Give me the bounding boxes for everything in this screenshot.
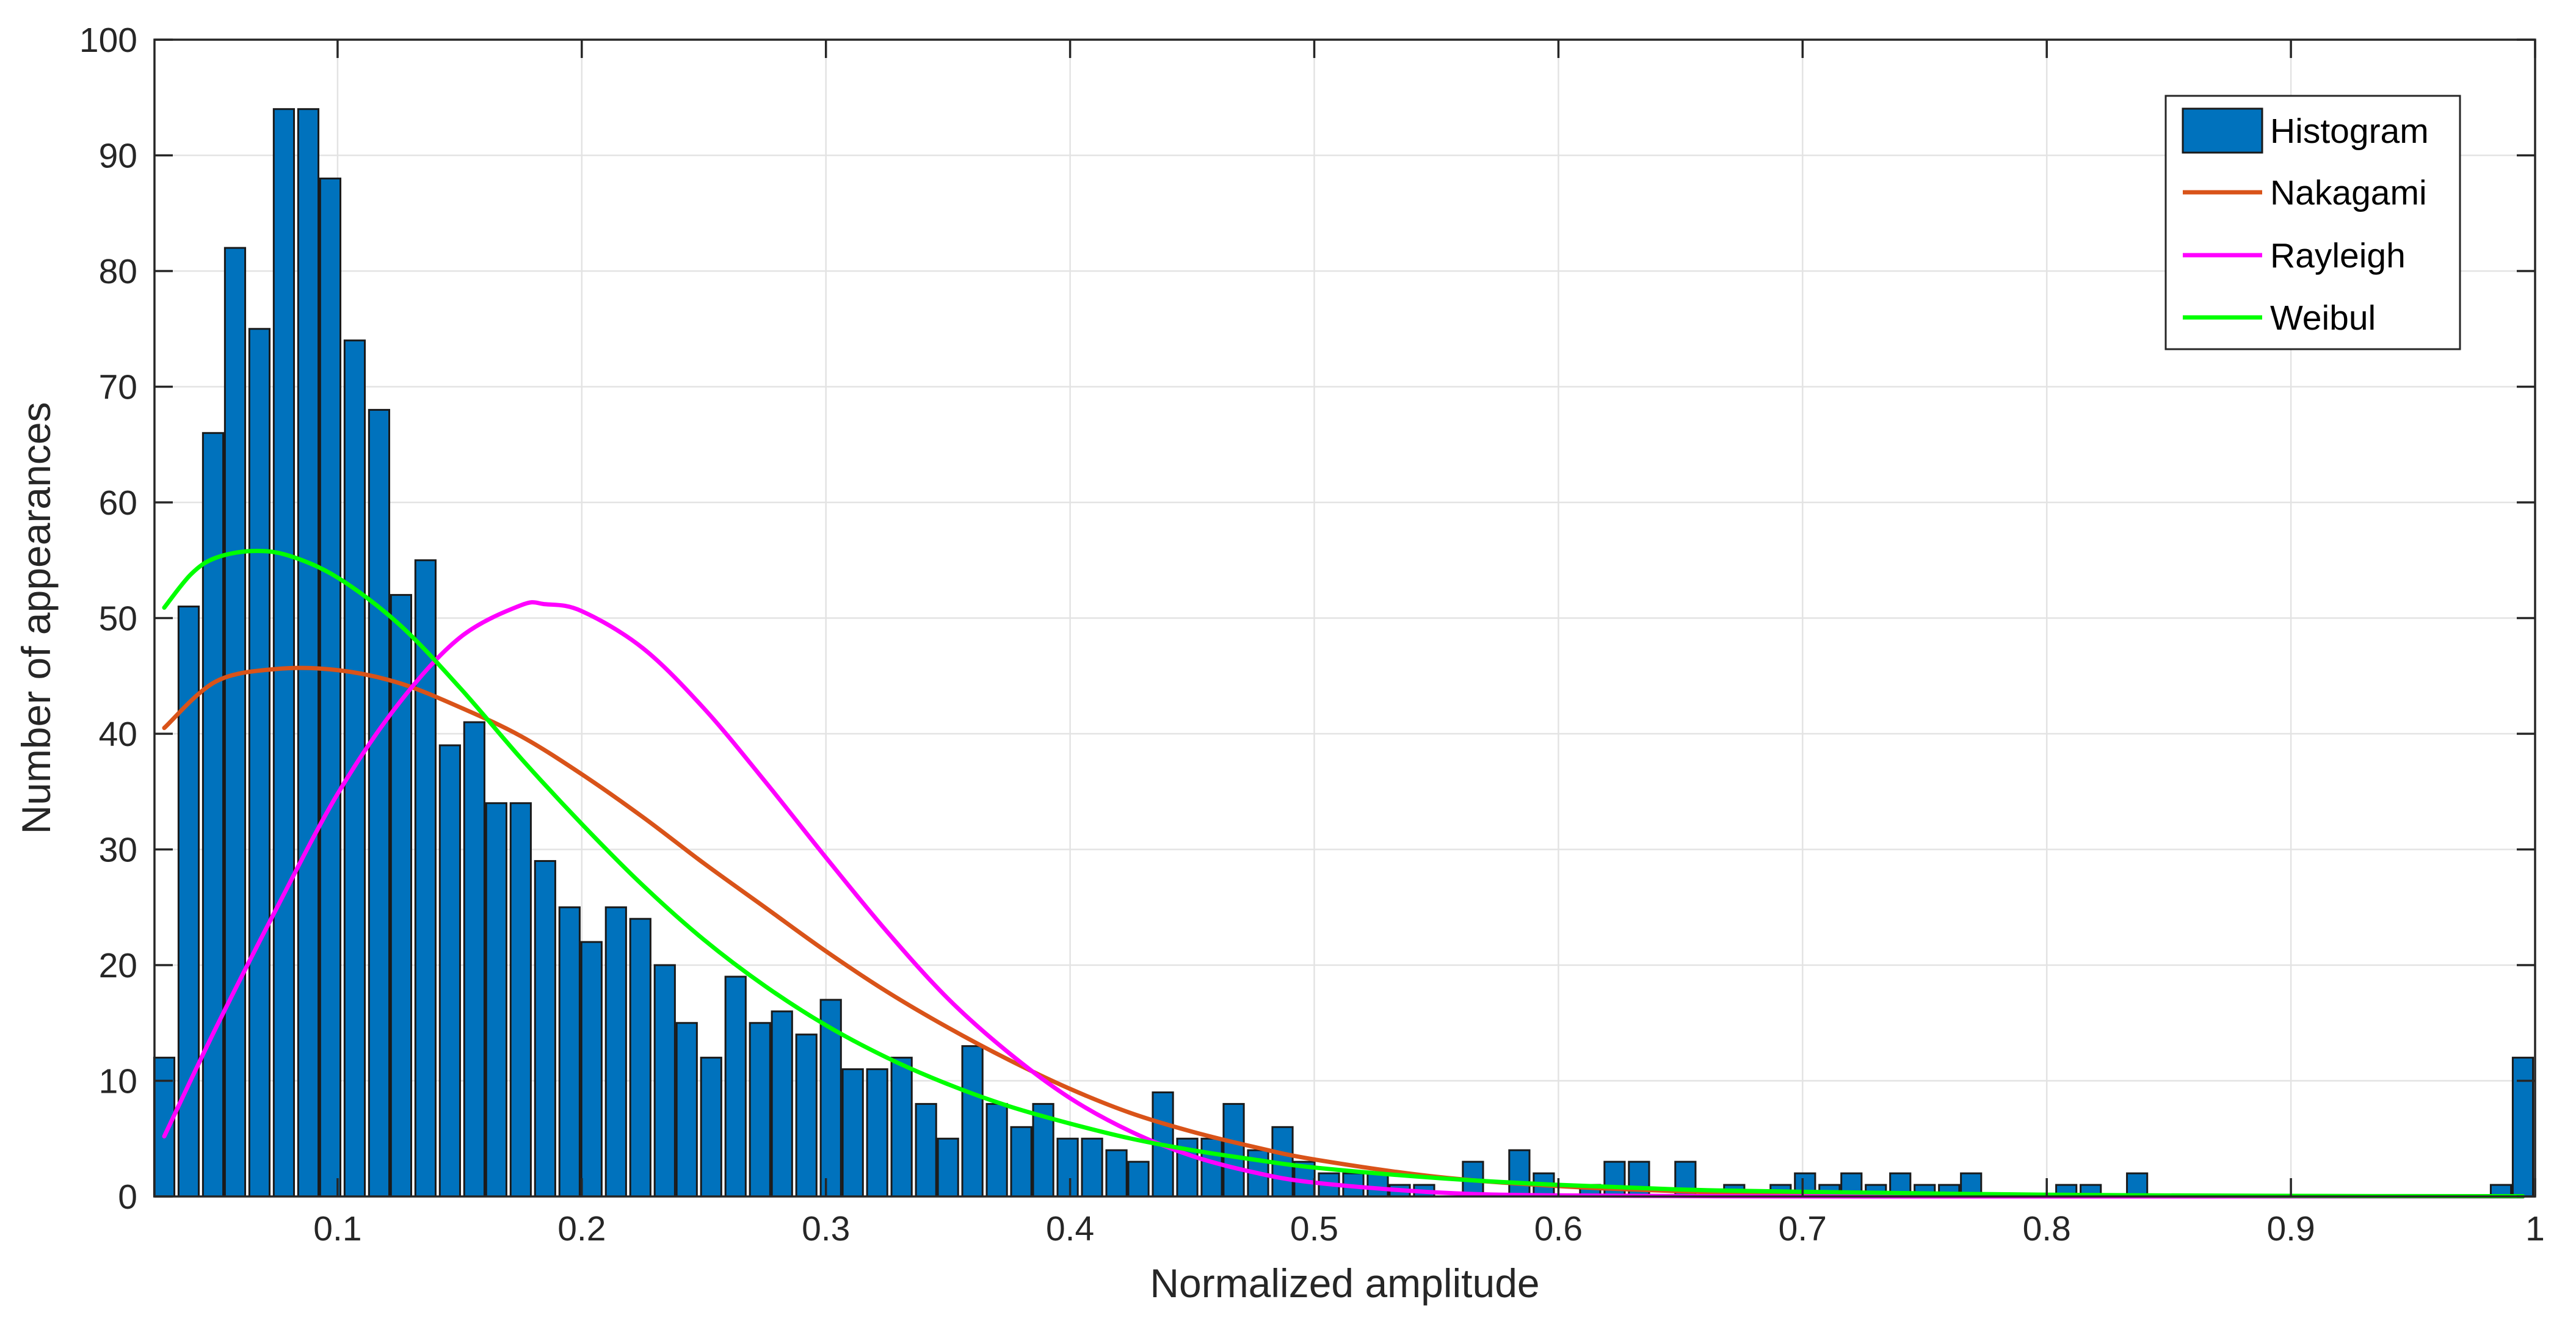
histogram-bar bbox=[937, 1137, 959, 1198]
legend-histogram-label: Histogram bbox=[2270, 112, 2429, 151]
histogram-bar bbox=[653, 964, 676, 1198]
x-tick-label: 0.2 bbox=[557, 1209, 606, 1248]
legend-weibul-label: Weibul bbox=[2270, 299, 2376, 338]
histogram-bar bbox=[1127, 1160, 1150, 1198]
histogram-bar bbox=[1222, 1102, 1245, 1198]
y-tick-label: 60 bbox=[99, 483, 137, 523]
y-tick-label: 90 bbox=[99, 137, 137, 176]
histogram-bar bbox=[961, 1045, 984, 1198]
histogram-bar bbox=[1105, 1149, 1128, 1198]
histogram-bar bbox=[749, 1022, 771, 1198]
histogram-bar bbox=[297, 108, 320, 1198]
y-tick-label: 0 bbox=[118, 1178, 137, 1217]
y-tick-label: 30 bbox=[99, 831, 137, 870]
histogram-bar bbox=[724, 975, 747, 1198]
histogram-bar bbox=[1081, 1137, 1103, 1198]
y-tick-label: 40 bbox=[99, 715, 137, 754]
histogram-bar bbox=[1010, 1126, 1032, 1198]
histogram-bar bbox=[534, 860, 556, 1198]
histogram-bar bbox=[509, 802, 532, 1198]
histogram-bar bbox=[485, 802, 507, 1198]
histogram-bar bbox=[1603, 1160, 1626, 1198]
x-tick-label: 0.9 bbox=[2266, 1209, 2315, 1248]
x-tick-label: 0.8 bbox=[2023, 1209, 2071, 1248]
legend-nakagami-label: Nakagami bbox=[2270, 173, 2427, 212]
histogram-bar bbox=[700, 1057, 722, 1198]
histogram-bar bbox=[675, 1022, 698, 1198]
histogram-bar bbox=[2511, 1057, 2534, 1198]
x-tick-label: 0.4 bbox=[1046, 1209, 1094, 1248]
y-tick-label: 50 bbox=[99, 599, 137, 639]
y-tick-label: 10 bbox=[99, 1062, 137, 1101]
histogram-bar bbox=[580, 941, 603, 1198]
x-tick-label: 0.1 bbox=[313, 1209, 361, 1248]
histogram-bar bbox=[604, 906, 627, 1198]
histogram-bar bbox=[201, 432, 225, 1198]
x-tick-label: 1 bbox=[2525, 1209, 2545, 1248]
histogram-bar bbox=[890, 1057, 913, 1198]
histogram-bar bbox=[368, 408, 391, 1198]
histogram-bar bbox=[248, 328, 271, 1198]
histogram-bar bbox=[841, 1068, 864, 1198]
histogram-bar bbox=[629, 917, 651, 1198]
histogram-bar bbox=[1366, 1172, 1389, 1198]
x-tick-labels: 0.1 0.2 0.3 0.4 0.5 0.6 0.7 0.8 0.9 1 bbox=[313, 1209, 2545, 1248]
y-tick-labels: 0 10 20 30 40 50 60 70 80 90 100 bbox=[79, 21, 137, 1217]
x-tick-label: 0.5 bbox=[1290, 1209, 1338, 1248]
histogram-bar bbox=[1056, 1137, 1079, 1198]
legend-rayleigh-label: Rayleigh bbox=[2270, 236, 2406, 275]
histogram-bar bbox=[795, 1033, 818, 1198]
histogram-bar bbox=[2126, 1172, 2149, 1198]
x-tick-label: 0.6 bbox=[1534, 1209, 1583, 1248]
y-tick-label: 70 bbox=[99, 368, 137, 407]
histogram-bar bbox=[866, 1068, 888, 1198]
histogram-bar bbox=[438, 744, 461, 1198]
series-line-weibul bbox=[162, 548, 2525, 1199]
y-tick-label: 20 bbox=[99, 946, 137, 985]
histogram-bar bbox=[463, 721, 485, 1198]
x-tick-label: 0.7 bbox=[1779, 1209, 1827, 1248]
histogram-bar bbox=[1200, 1137, 1223, 1198]
histogram-bar bbox=[985, 1102, 1008, 1198]
histogram-bar bbox=[558, 906, 581, 1198]
histogram-bar bbox=[272, 108, 296, 1198]
y-tick-label: 100 bbox=[79, 21, 137, 60]
histogram-bar bbox=[771, 1010, 793, 1198]
histogram-bar bbox=[319, 177, 342, 1198]
axis-ticks bbox=[154, 38, 2536, 1198]
histogram-bar bbox=[915, 1102, 937, 1198]
x-axis-title: Normalized amplitude bbox=[1150, 1261, 1539, 1306]
histogram-bar bbox=[153, 1057, 176, 1198]
histogram-bar bbox=[223, 247, 247, 1198]
y-tick-label: 80 bbox=[99, 252, 137, 291]
legend-histogram-swatch bbox=[2182, 107, 2263, 154]
x-tick-label: 0.3 bbox=[802, 1209, 850, 1248]
legend: Histogram Nakagami Rayleigh Weibul bbox=[2164, 95, 2461, 350]
y-axis-title: Number of appearances bbox=[13, 402, 59, 834]
histogram-bar bbox=[1508, 1149, 1531, 1198]
